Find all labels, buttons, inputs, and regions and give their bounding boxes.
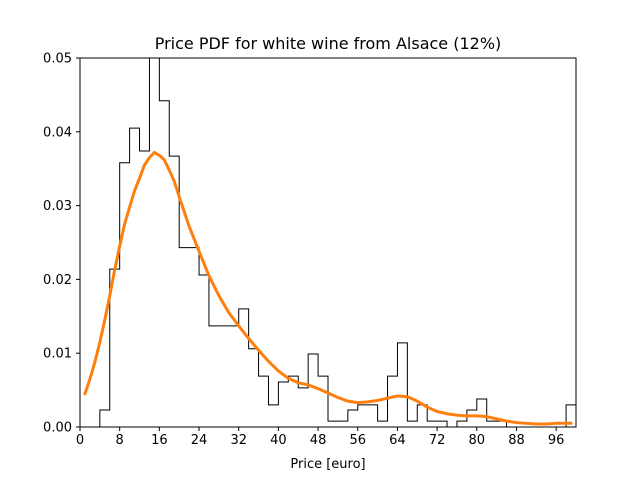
- x-tick-label: 0: [76, 433, 84, 448]
- axes-frame: [79, 57, 577, 428]
- x-axis-label: Price [euro]: [290, 457, 365, 472]
- chart-title: Price PDF for white wine from Alsace (12…: [155, 34, 502, 53]
- x-tick-label: 48: [310, 433, 327, 448]
- x-tick-label: 88: [508, 433, 525, 448]
- x-tick-label: 64: [389, 433, 406, 448]
- x-tick-label: 56: [349, 433, 366, 448]
- x-tick-label: 16: [151, 433, 168, 448]
- x-tick-label: 32: [230, 433, 247, 448]
- y-tick-label: 0.03: [43, 199, 72, 214]
- y-tick-label: 0.04: [43, 125, 72, 140]
- y-tick-label: 0.01: [43, 347, 72, 362]
- y-axis: 0.00 0.01 0.02 0.03 0.04 0.05: [43, 52, 80, 436]
- histogram: [80, 58, 576, 427]
- x-tick-label: 72: [429, 433, 446, 448]
- x-tick-label: 24: [191, 433, 208, 448]
- x-tick-label: 40: [270, 433, 287, 448]
- x-tick-label: 80: [469, 433, 486, 448]
- y-tick-label: 0.05: [43, 52, 72, 67]
- y-tick-label: 0.02: [43, 273, 72, 288]
- y-tick-label: 0.00: [43, 421, 72, 436]
- plot-area: [80, 58, 576, 427]
- x-tick-label: 8: [116, 433, 124, 448]
- x-tick-label: 96: [548, 433, 565, 448]
- histogram-outline: [80, 58, 576, 427]
- density-curve: [83, 150, 573, 426]
- x-axis: 0 8 16 24 32 40 48 56 64 72 80 88 96: [76, 427, 565, 448]
